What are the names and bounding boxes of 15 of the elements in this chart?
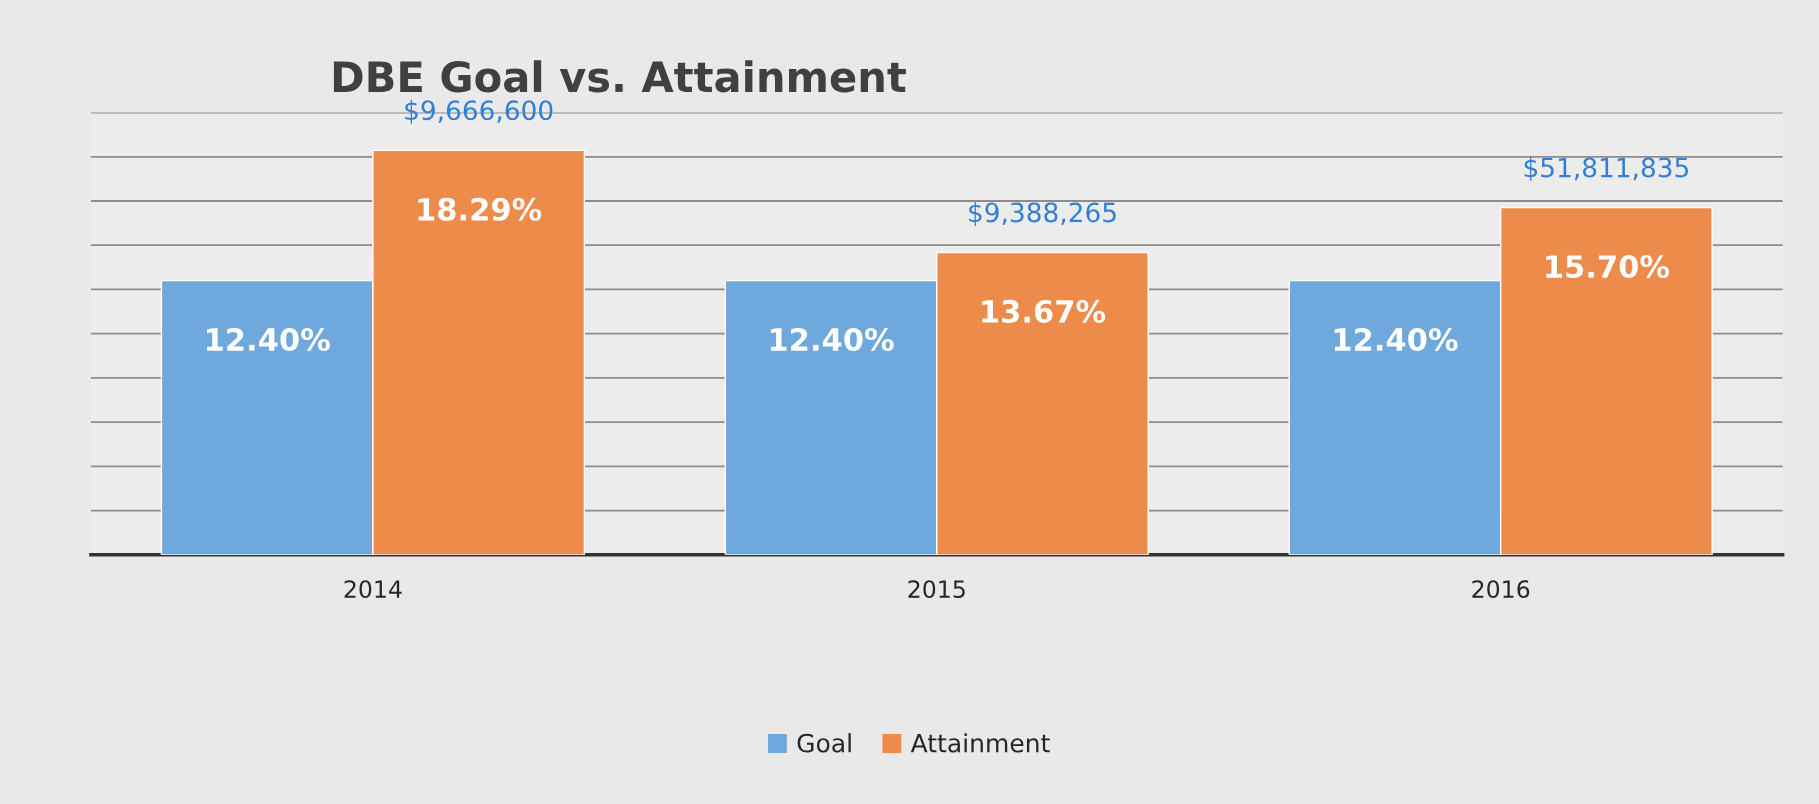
- annotation: $51,811,835: [1524, 157, 1689, 182]
- data-label: 12.40%: [206, 327, 330, 352]
- x-tick-label: 2014: [344, 580, 402, 599]
- data-label: 13.67%: [982, 299, 1106, 323]
- data-label: 18.29%: [418, 197, 542, 221]
- chart-title: DBE Goal vs. Attainment: [333, 60, 906, 93]
- data-label: 12.40%: [1334, 327, 1458, 352]
- data-label: 15.70%: [1546, 254, 1670, 279]
- annotation: $9,666,600: [405, 99, 553, 124]
- annotation: $9,388,265: [969, 201, 1116, 226]
- x-tick-label: 2015: [908, 580, 965, 599]
- data-label: 12.40%: [770, 327, 894, 352]
- x-tick-label: 2016: [1472, 580, 1530, 599]
- legend-label: Goal: [797, 733, 851, 753]
- legend-label: Attainment: [910, 733, 1050, 753]
